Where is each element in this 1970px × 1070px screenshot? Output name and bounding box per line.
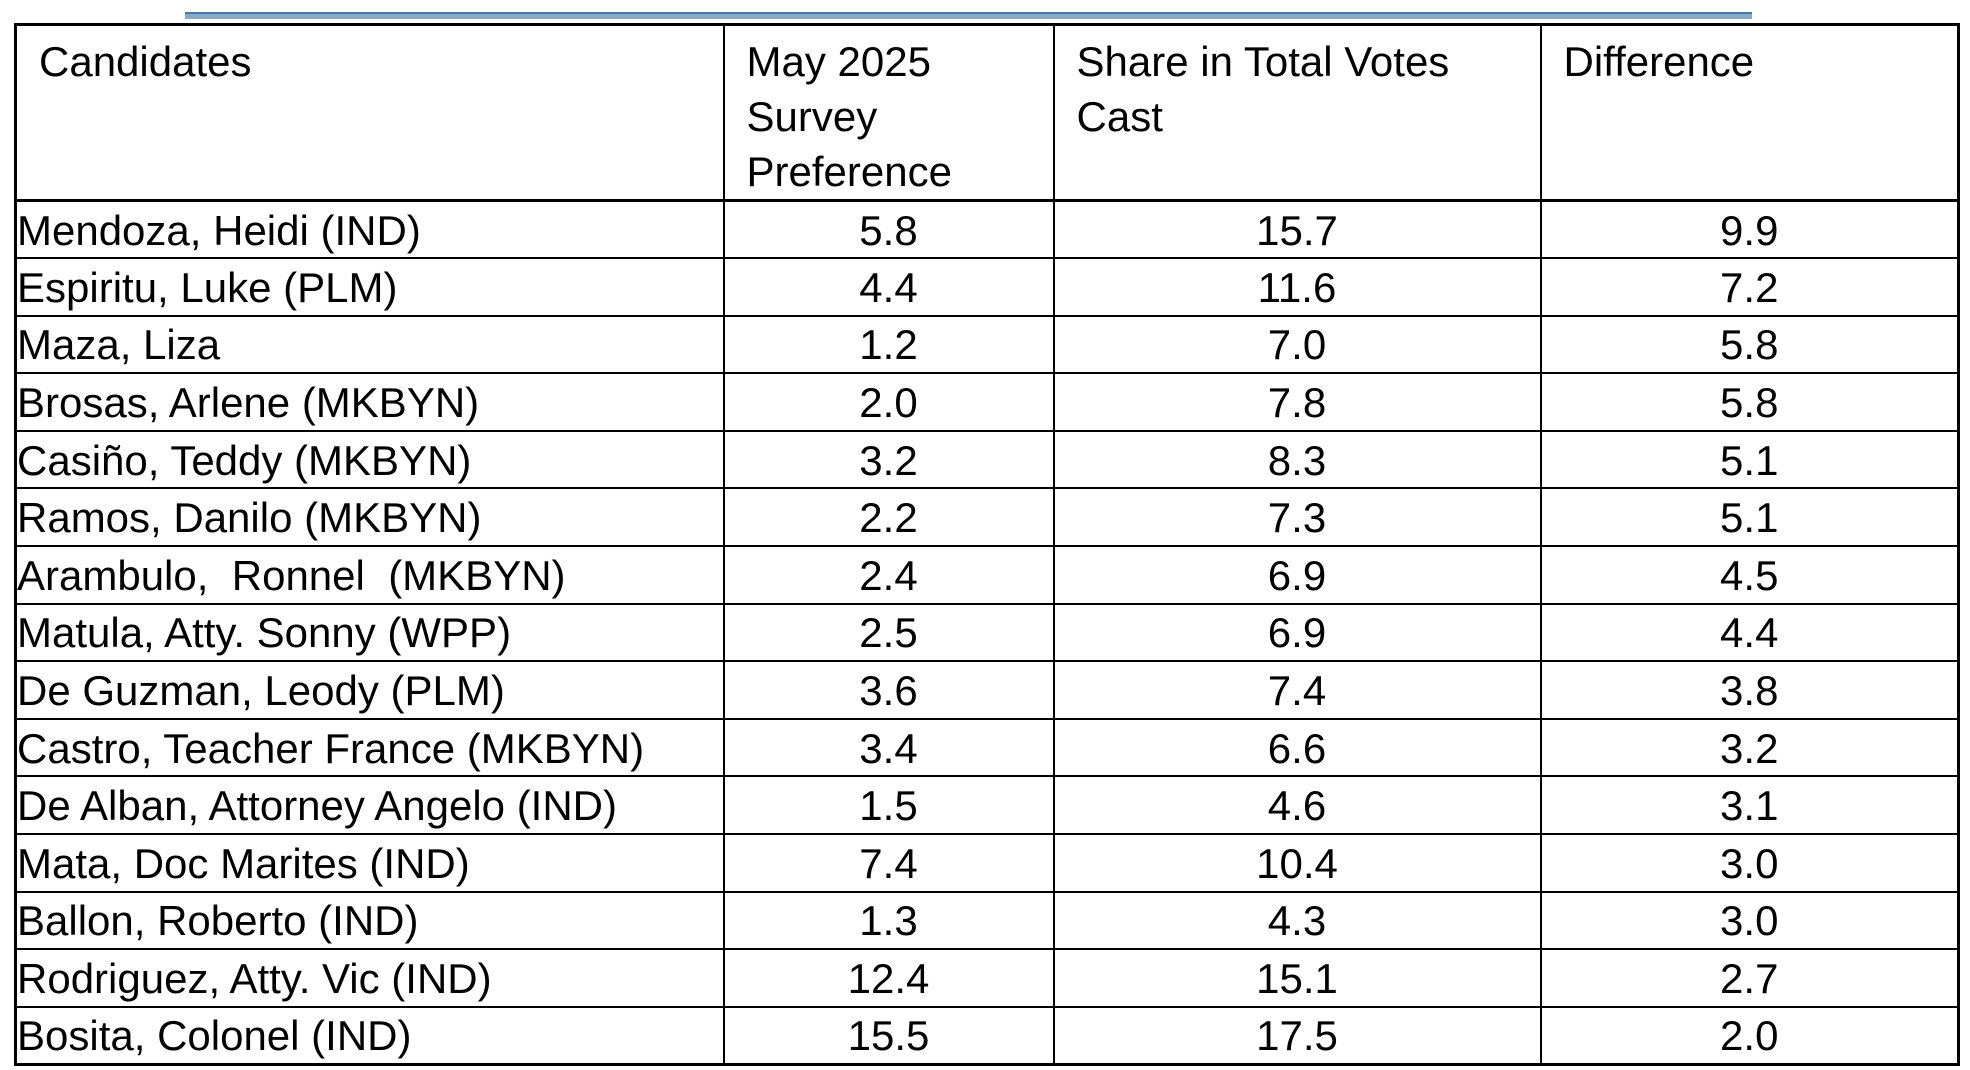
table-row: Casiño, Teddy (MKBYN) 3.2 8.3 5.1 (14, 429, 1960, 490)
survey-cell: 2.4 (722, 545, 1055, 605)
share-cell: 6.9 (1052, 602, 1542, 663)
candidate-cell: De Guzman, Leody (PLM) (14, 660, 725, 720)
share-cell: 4.6 (1052, 775, 1542, 836)
table-row: Ramos, Danilo (MKBYN) 2.2 7.3 5.1 (14, 487, 1960, 548)
diff-cell: 2.0 (1539, 1005, 1960, 1066)
survey-cell: 1.2 (722, 314, 1055, 375)
table-row: Arambulo, Ronnel (MKBYN) 2.4 6.9 4.5 (14, 545, 1960, 605)
candidate-cell: Castro, Teacher France (MKBYN) (14, 717, 725, 778)
candidate-cell: Mata, Doc Marites (IND) (14, 833, 725, 893)
survey-cell: 12.4 (722, 948, 1055, 1008)
diff-cell: 9.9 (1539, 199, 1960, 260)
survey-cell: 3.4 (722, 717, 1055, 778)
survey-cell: 3.2 (722, 429, 1055, 490)
candidate-cell: Casiño, Teddy (MKBYN) (14, 429, 725, 490)
diff-cell: 2.7 (1539, 948, 1960, 1008)
diff-cell: 5.8 (1539, 314, 1960, 375)
survey-cell: 15.5 (722, 1005, 1055, 1066)
table-row: De Guzman, Leody (PLM) 3.6 7.4 3.8 (14, 660, 1960, 720)
share-cell: 7.3 (1052, 487, 1542, 548)
survey-cell: 2.0 (722, 372, 1055, 432)
candidate-cell: Brosas, Arlene (MKBYN) (14, 372, 725, 432)
share-cell: 7.4 (1052, 660, 1542, 720)
share-cell: 17.5 (1052, 1005, 1542, 1066)
share-cell: 7.8 (1052, 372, 1542, 432)
diff-cell: 5.1 (1539, 429, 1960, 490)
candidate-cell: Matula, Atty. Sonny (WPP) (14, 602, 725, 663)
candidate-cell: Maza, Liza (14, 314, 725, 375)
share-cell: 6.9 (1052, 545, 1542, 605)
survey-cell: 1.5 (722, 775, 1055, 836)
table-row: Castro, Teacher France (MKBYN) 3.4 6.6 3.2 (14, 717, 1960, 778)
share-cell: 10.4 (1052, 833, 1542, 893)
survey-cell: 4.4 (722, 257, 1055, 317)
table-body: Mendoza, Heidi (IND) 5.8 15.7 9.9 Espiritu, … (14, 199, 1960, 1066)
diff-cell: 5.1 (1539, 487, 1960, 548)
candidate-cell: Bosita, Colonel (IND) (14, 1005, 725, 1066)
diff-cell: 5.8 (1539, 372, 1960, 432)
share-cell: 7.0 (1052, 314, 1542, 375)
survey-cell: 2.2 (722, 487, 1055, 548)
candidate-cell: Ramos, Danilo (MKBYN) (14, 487, 725, 548)
table-row: Rodriguez, Atty. Vic (IND) 12.4 15.1 2.7 (14, 948, 1960, 1008)
candidate-cell: Ballon, Roberto (IND) (14, 890, 725, 951)
table-row: Mendoza, Heidi (IND) 5.8 15.7 9.9 (14, 199, 1960, 260)
share-cell: 15.7 (1052, 199, 1542, 260)
results-table: Candidates May 2025 Survey Preference Sh… (14, 23, 1960, 1066)
diff-cell: 4.4 (1539, 602, 1960, 663)
diff-cell: 3.2 (1539, 717, 1960, 778)
candidate-cell: Espiritu, Luke (PLM) (14, 257, 725, 317)
table-row: De Alban, Attorney Angelo (IND) 1.5 4.6 3.1 (14, 775, 1960, 836)
share-cell: 15.1 (1052, 948, 1542, 1008)
table-row: Bosita, Colonel (IND) 15.5 17.5 2.0 (14, 1005, 1960, 1066)
header-candidates: Candidates (14, 23, 725, 202)
diff-cell: 3.0 (1539, 890, 1960, 951)
candidate-cell: Arambulo, Ronnel (MKBYN) (14, 545, 725, 605)
table-header: Candidates May 2025 Survey Preference Sh… (14, 23, 1960, 202)
share-cell: 6.6 (1052, 717, 1542, 778)
table-row: Maza, Liza 1.2 7.0 5.8 (14, 314, 1960, 375)
diff-cell: 3.0 (1539, 833, 1960, 893)
header-row: Candidates May 2025 Survey Preference Sh… (14, 23, 1960, 202)
header-share-total-votes: Share in Total Votes Cast (1052, 23, 1542, 202)
diff-cell: 4.5 (1539, 545, 1960, 605)
top-accent-line (185, 12, 1752, 19)
share-cell: 8.3 (1052, 429, 1542, 490)
candidate-cell: Mendoza, Heidi (IND) (14, 199, 725, 260)
survey-cell: 7.4 (722, 833, 1055, 893)
survey-cell: 3.6 (722, 660, 1055, 720)
table-row: Mata, Doc Marites (IND) 7.4 10.4 3.0 (14, 833, 1960, 893)
diff-cell: 7.2 (1539, 257, 1960, 317)
survey-cell: 1.3 (722, 890, 1055, 951)
diff-cell: 3.1 (1539, 775, 1960, 836)
table-row: Ballon, Roberto (IND) 1.3 4.3 3.0 (14, 890, 1960, 951)
table-row: Espiritu, Luke (PLM) 4.4 11.6 7.2 (14, 257, 1960, 317)
share-cell: 11.6 (1052, 257, 1542, 317)
survey-cell: 2.5 (722, 602, 1055, 663)
candidate-cell: Rodriguez, Atty. Vic (IND) (14, 948, 725, 1008)
candidate-cell: De Alban, Attorney Angelo (IND) (14, 775, 725, 836)
header-survey-preference: May 2025 Survey Preference (722, 23, 1055, 202)
share-cell: 4.3 (1052, 890, 1542, 951)
table-row: Matula, Atty. Sonny (WPP) 2.5 6.9 4.4 (14, 602, 1960, 663)
survey-cell: 5.8 (722, 199, 1055, 260)
table-row: Brosas, Arlene (MKBYN) 2.0 7.8 5.8 (14, 372, 1960, 432)
header-difference: Difference (1539, 23, 1960, 202)
diff-cell: 3.8 (1539, 660, 1960, 720)
